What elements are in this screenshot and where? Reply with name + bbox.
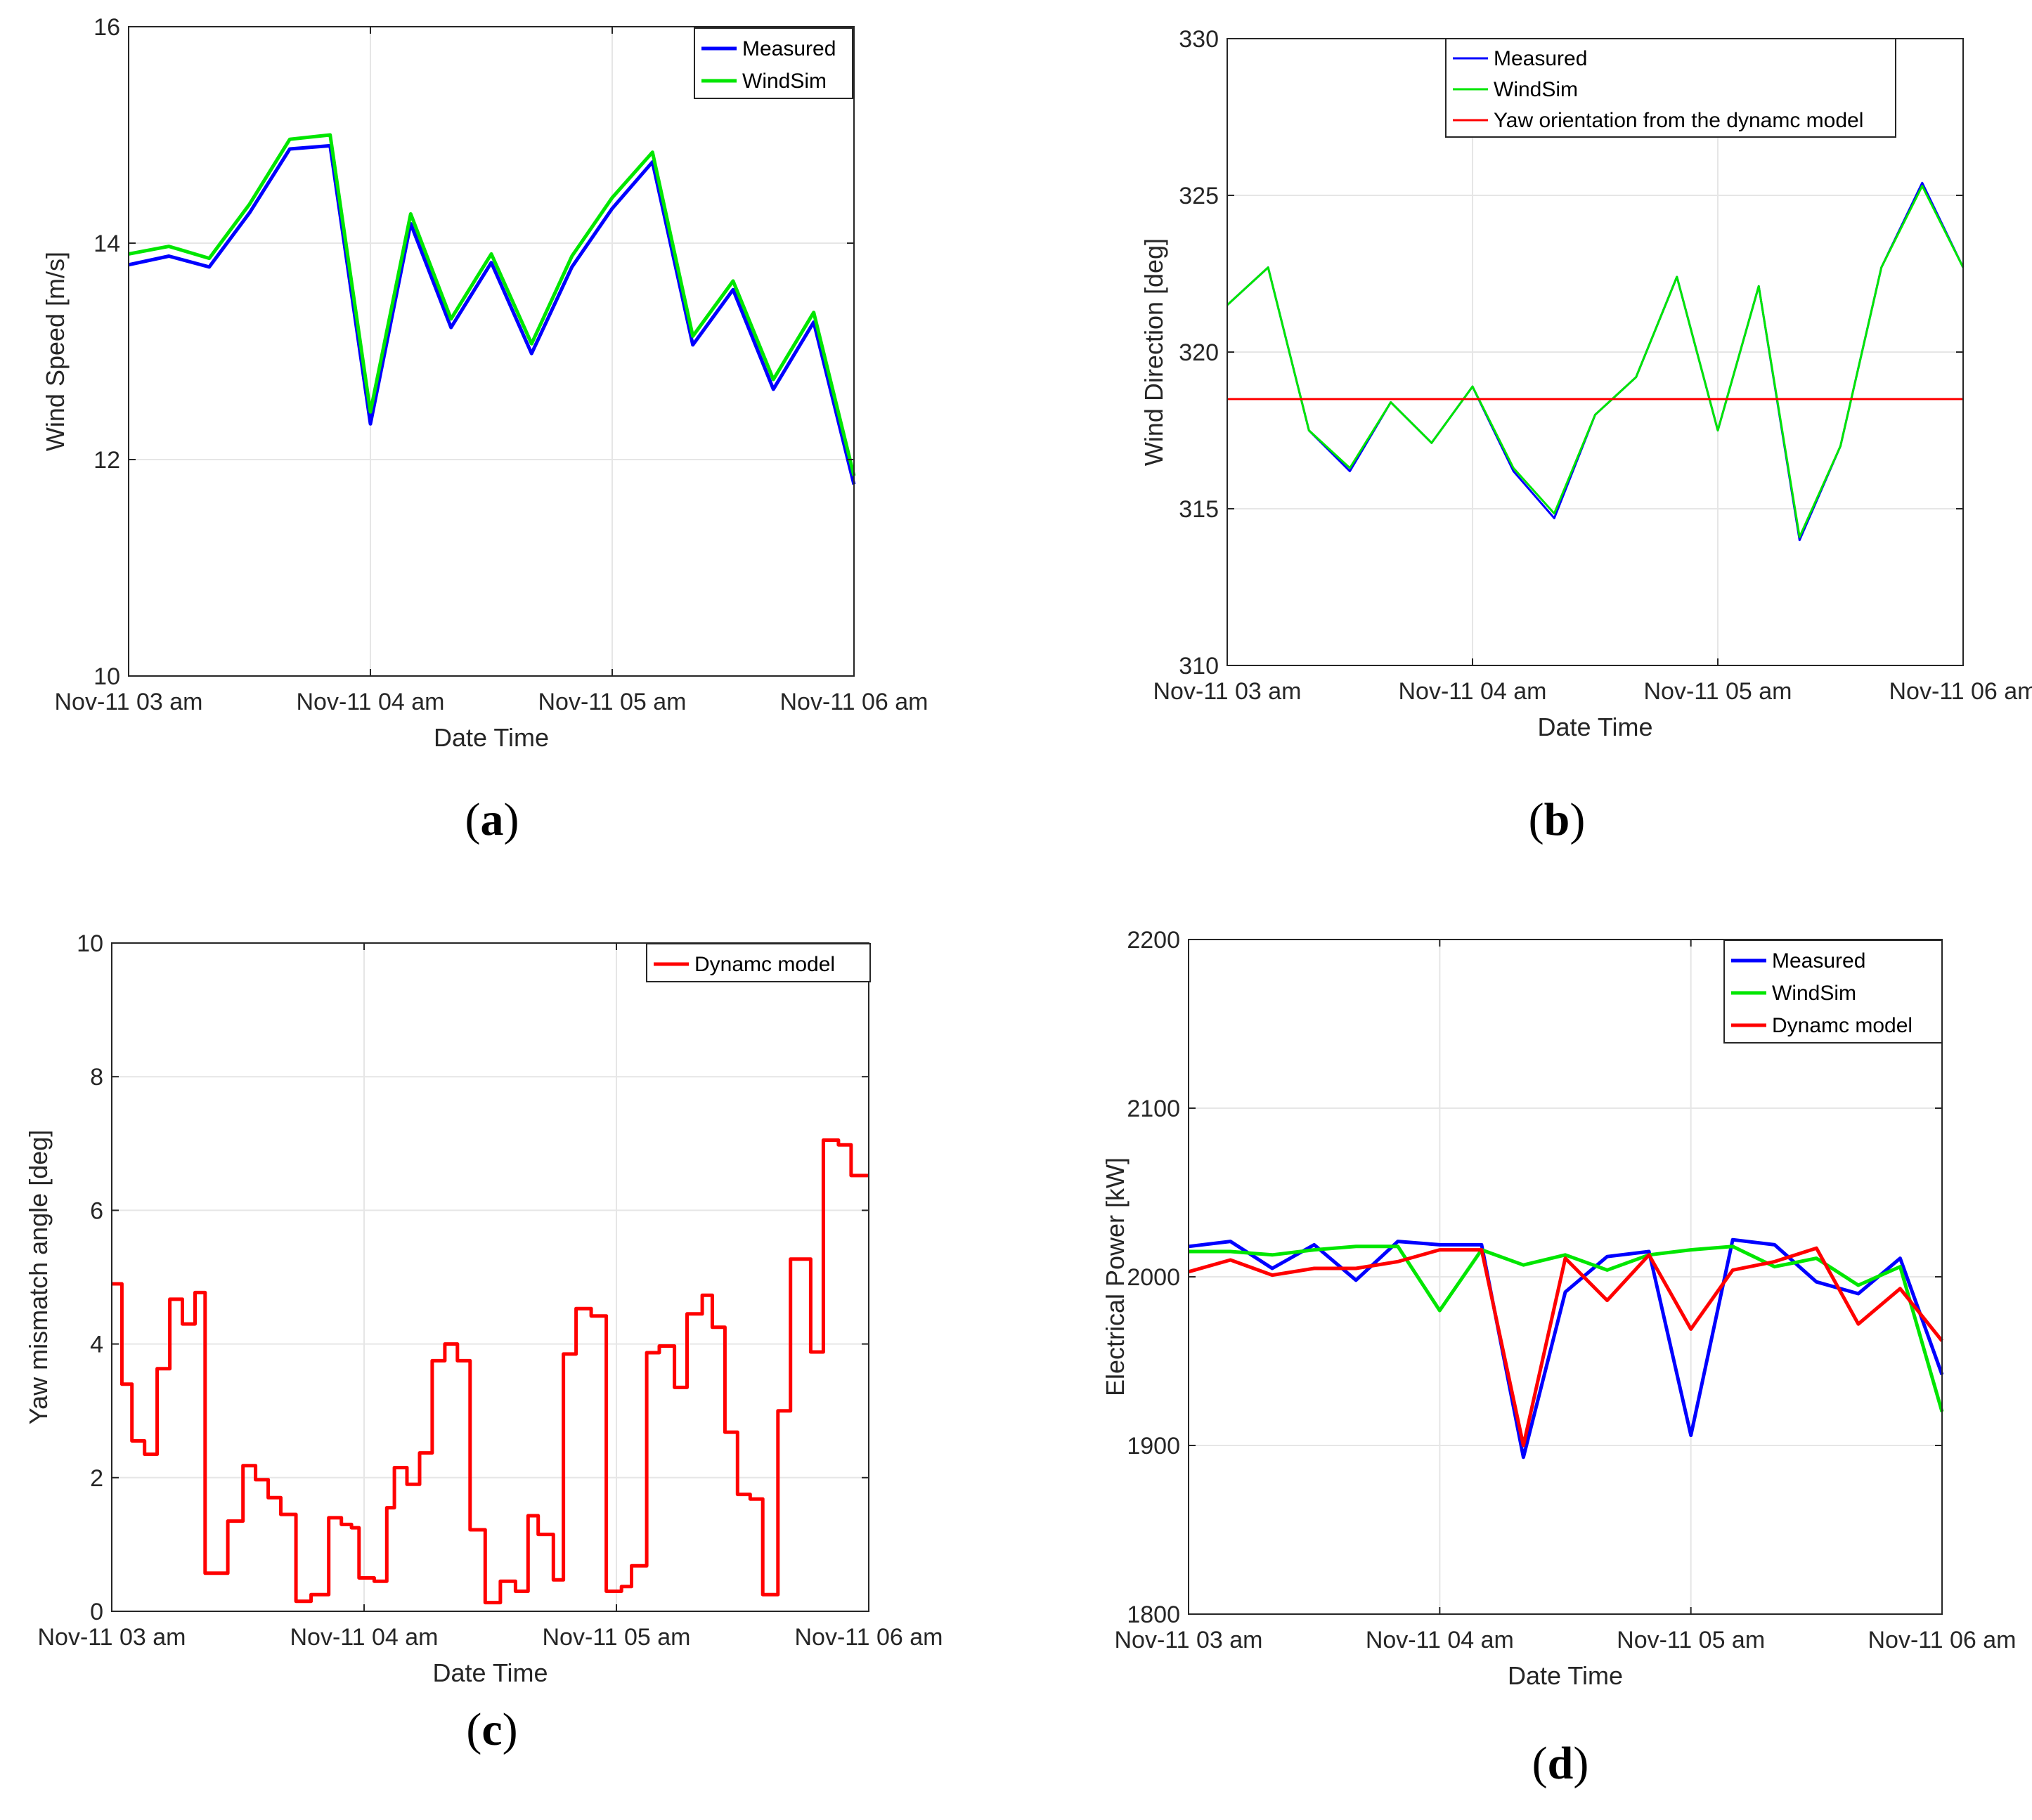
y-tick-label: 10 [93,663,120,690]
legend-label: Dynamc model [1772,1014,1913,1037]
x-tick-label: Nov-11 03 am [1153,678,1301,705]
series-line-measured [128,143,856,486]
x-tick-label: Nov-11 06 am [779,689,928,715]
y-tick-label: 0 [90,1599,103,1625]
legend-label: Dynamc model [694,953,835,976]
series-line-measured [1188,1237,1944,1460]
y-tick-label: 1800 [1127,1601,1180,1628]
chart-c-svg: 0 2 4 6 8 10 Nov-11 03 am Nov-11 04 am Nov-11 05… [24,930,943,1755]
y-tick-label: 325 [1179,183,1219,209]
legend-label: WindSim [1494,78,1578,101]
legend-label: Measured [1772,949,1865,973]
x-tick-label: Nov-11 03 am [37,1624,186,1651]
x-tick-label: Nov-11 05 am [542,1624,690,1651]
chart-b-svg: 310 315 320 325 330 Nov-11 03 am Nov-11 04 am N… [1139,26,2032,845]
y-tick-label: 2 [90,1465,103,1492]
y-tick-label: 1900 [1127,1433,1180,1460]
y-tick-label: 16 [93,14,120,41]
panel-caption: (b) [1529,794,1586,845]
y-tick-label: 14 [93,230,120,257]
y-tick-label: 2100 [1127,1096,1180,1122]
panel-caption-letter: c [481,1704,502,1755]
x-tick-label: Nov-11 05 am [1617,1627,1765,1653]
y-tick-label: 8 [90,1064,103,1091]
x-tick-label: Nov-11 06 am [1868,1627,2016,1653]
x-tick-label: Nov-11 04 am [1398,678,1546,705]
y-tick-label: 320 [1179,339,1219,366]
chart-panel-c: 0 2 4 6 8 10 Nov-11 03 am Nov-11 04 am Nov-11 05… [0,910,1016,1820]
axes-box [128,26,855,677]
y-axis-title: Wind Direction [deg] [1139,238,1168,466]
x-axis-title: Date Time [434,723,549,752]
y-tick-label: 2200 [1127,927,1180,954]
panel-caption-letter: b [1544,794,1570,845]
x-axis-title: Date Time [1537,713,1652,741]
legend-label: Yaw orientation from the dynamc model [1494,109,1863,132]
x-tick-label: Nov-11 05 am [538,689,686,715]
panel-caption: (c) [466,1704,517,1755]
y-axis-title: Wind Speed [m/s] [41,252,70,451]
chart-d-svg: 1800 1900 2000 2100 2200 Nov-11 03 am Nov-11 0… [1101,927,2017,1789]
y-tick-label: 4 [90,1332,103,1358]
series-line-windsim [1226,185,1965,538]
x-tick-label: Nov-11 04 am [296,689,444,715]
series-line-dynamc-model [1188,1246,1943,1448]
panel-caption: (a) [465,794,519,845]
chart-panel-d: 1800 1900 2000 2100 2200 Nov-11 03 am Nov-11 0… [1016,910,2032,1820]
y-tick-label: 330 [1179,26,1219,53]
legend-box [1445,38,1896,138]
y-axis-title: Yaw mismatch angle [deg] [24,1130,53,1425]
series-line-dynamc-model [112,1138,869,1605]
y-tick-label: 6 [90,1197,103,1224]
y-tick-label: 310 [1179,653,1219,680]
legend-label: Measured [742,37,836,60]
y-tick-label: 12 [93,447,120,474]
y-tick-label: 315 [1179,496,1219,523]
legend-label: Measured [1494,47,1587,70]
axes-box [111,942,869,1612]
x-tick-label: Nov-11 06 am [1889,678,2032,705]
chart-panel-b: 310 315 320 325 330 Nov-11 03 am Nov-11 04 am N… [1016,0,2032,910]
legend-label: WindSim [742,70,827,93]
x-tick-label: Nov-11 03 am [1114,1627,1262,1653]
legend-label: WindSim [1772,982,1856,1005]
x-tick-label: Nov-11 03 am [54,689,202,715]
plot-area [129,27,854,676]
series-line-windsim [128,133,856,476]
legend-box [694,27,853,99]
plot-area [112,943,869,1611]
panel-caption: (d) [1532,1738,1589,1789]
x-tick-label: Nov-11 05 am [1643,678,1792,705]
y-axis-title: Electrical Power [kW] [1101,1157,1130,1396]
x-tick-label: Nov-11 04 am [1366,1627,1514,1653]
panel-caption-letter: a [481,794,504,845]
series-line-windsim [1189,1244,1944,1412]
panel-caption-letter: d [1548,1738,1574,1789]
chart-a-svg: 10 12 14 16 Nov-11 03 am Nov-11 04 am Nov-11 0… [41,14,928,845]
x-tick-label: Nov-11 06 am [794,1624,943,1651]
x-axis-title: Date Time [1508,1661,1623,1690]
x-tick-label: Nov-11 04 am [290,1624,438,1651]
chart-panel-a: 10 12 14 16 Nov-11 03 am Nov-11 04 am Nov-11 0… [0,0,1016,910]
y-tick-label: 2000 [1127,1264,1180,1291]
x-axis-title: Date Time [432,1658,548,1687]
y-tick-label: 10 [77,930,103,957]
